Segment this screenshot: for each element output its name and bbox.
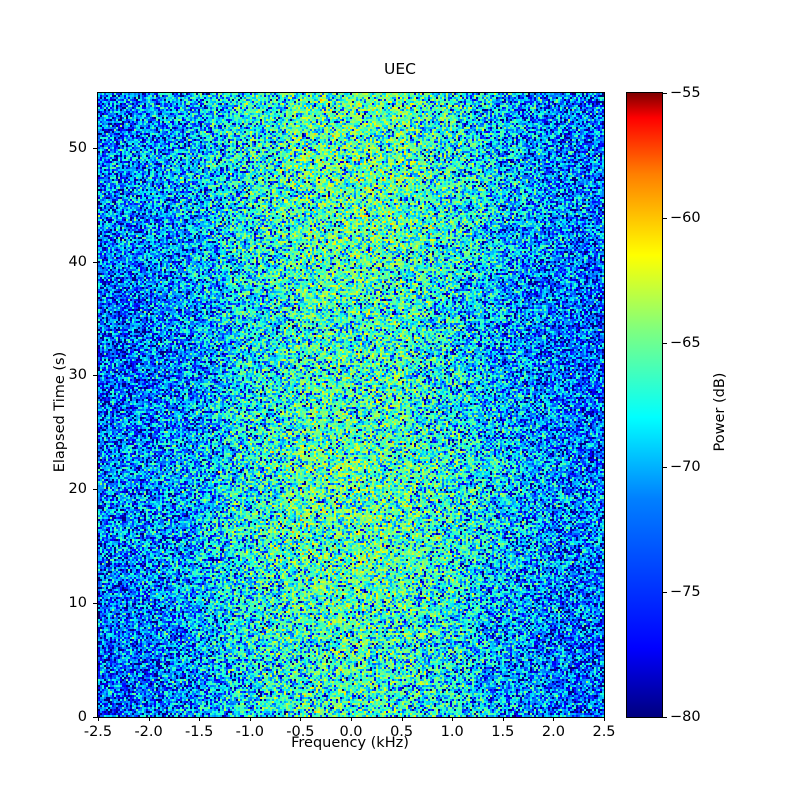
y-axis-tick-label: 10 bbox=[68, 595, 87, 612]
x-axis-tick bbox=[249, 717, 251, 721]
x-axis-tick bbox=[502, 717, 504, 721]
colorbar-tick-label: −65 bbox=[670, 334, 701, 351]
x-axis-tick bbox=[300, 717, 302, 721]
y-axis-tick bbox=[93, 147, 97, 149]
x-axis-tick-label: 0.5 bbox=[390, 724, 414, 740]
title-instrument: UEC bbox=[384, 60, 416, 78]
x-axis-tick bbox=[199, 717, 201, 721]
y-axis-tick-label: 30 bbox=[68, 367, 87, 384]
y-axis-tick bbox=[93, 717, 97, 718]
colorbar-tick-label: −70 bbox=[670, 459, 701, 476]
x-axis-tick-label: -0.5 bbox=[286, 724, 315, 740]
colorbar-tick bbox=[663, 93, 667, 94]
colorbar-tick bbox=[663, 217, 667, 219]
colorbar-tick bbox=[663, 717, 667, 718]
x-axis-tick bbox=[401, 717, 403, 721]
x-axis-tick bbox=[351, 717, 352, 721]
x-axis-tick-label: 1.0 bbox=[440, 724, 464, 740]
x-axis-tick bbox=[553, 717, 555, 721]
y-axis-tick-label: 40 bbox=[68, 253, 87, 270]
colorbar-label: Power (dB) bbox=[712, 372, 728, 452]
x-axis-tick-label: -1.5 bbox=[185, 724, 214, 740]
x-axis-tick-label: 2.5 bbox=[592, 724, 616, 740]
power-colorbar bbox=[626, 92, 663, 718]
y-axis-tick-label: 50 bbox=[68, 139, 87, 156]
y-axis-tick bbox=[93, 375, 97, 377]
x-axis-tick bbox=[148, 717, 150, 721]
x-axis-tick-label: 1.5 bbox=[491, 724, 515, 740]
spectrogram-image bbox=[98, 93, 604, 717]
x-axis-tick-label: -2.0 bbox=[134, 724, 163, 740]
colorbar-tick-label: −55 bbox=[670, 85, 701, 101]
x-axis-tick-label: -1.0 bbox=[235, 724, 264, 740]
x-axis-tick bbox=[604, 717, 605, 721]
colorbar-tick bbox=[663, 467, 667, 469]
colorbar-tick-label: −75 bbox=[670, 584, 701, 601]
x-axis-tick bbox=[98, 717, 99, 721]
y-axis-tick bbox=[93, 603, 97, 605]
y-axis-label: Elapsed Time (s) bbox=[52, 351, 68, 473]
colorbar-tick-label: −80 bbox=[670, 709, 701, 725]
y-axis-tick bbox=[93, 489, 97, 491]
colorbar-tick bbox=[663, 342, 667, 344]
x-axis-tick bbox=[452, 717, 454, 721]
colorbar-tick bbox=[663, 592, 667, 594]
spectrogram-plot-area bbox=[97, 92, 605, 718]
y-axis-tick bbox=[93, 261, 97, 263]
y-axis-tick-label: 20 bbox=[68, 481, 87, 498]
colorbar-tick-label: −60 bbox=[670, 209, 701, 226]
x-axis-label: Frequency (kHz) bbox=[291, 735, 409, 751]
y-axis-tick-label: 0 bbox=[77, 709, 87, 725]
x-axis-tick-label: 2.0 bbox=[541, 724, 565, 740]
x-axis-tick-label: 0.0 bbox=[339, 724, 363, 740]
x-axis-tick-label: -2.5 bbox=[83, 724, 113, 740]
